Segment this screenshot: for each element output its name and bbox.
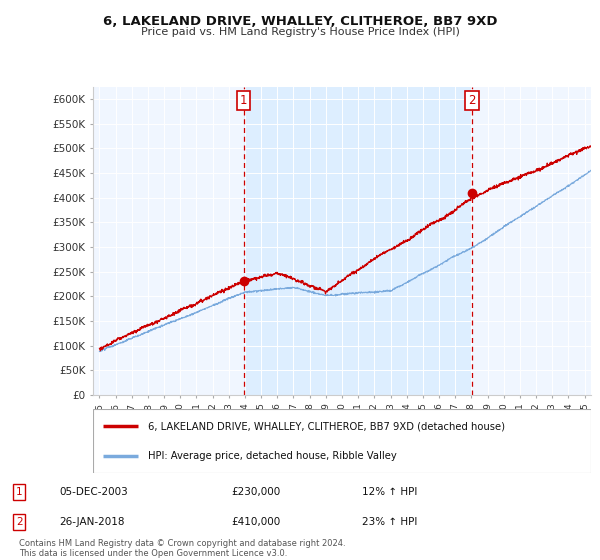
Text: 2: 2	[468, 94, 476, 106]
Text: 12% ↑ HPI: 12% ↑ HPI	[362, 487, 418, 497]
Text: 6, LAKELAND DRIVE, WHALLEY, CLITHEROE, BB7 9XD: 6, LAKELAND DRIVE, WHALLEY, CLITHEROE, B…	[103, 15, 497, 27]
Text: £230,000: £230,000	[232, 487, 281, 497]
FancyBboxPatch shape	[93, 409, 591, 473]
Text: 6, LAKELAND DRIVE, WHALLEY, CLITHEROE, BB7 9XD (detached house): 6, LAKELAND DRIVE, WHALLEY, CLITHEROE, B…	[148, 421, 505, 431]
Text: Price paid vs. HM Land Registry's House Price Index (HPI): Price paid vs. HM Land Registry's House …	[140, 27, 460, 38]
Text: 2: 2	[16, 517, 22, 527]
Text: 1: 1	[16, 487, 22, 497]
Text: 1: 1	[240, 94, 247, 106]
Bar	[244, 87, 472, 395]
Text: 26-JAN-2018: 26-JAN-2018	[59, 517, 125, 527]
Text: 05-DEC-2003: 05-DEC-2003	[59, 487, 128, 497]
Text: £410,000: £410,000	[232, 517, 281, 527]
Text: HPI: Average price, detached house, Ribble Valley: HPI: Average price, detached house, Ribb…	[148, 451, 397, 461]
Text: 23% ↑ HPI: 23% ↑ HPI	[362, 517, 418, 527]
Text: Contains HM Land Registry data © Crown copyright and database right 2024.
This d: Contains HM Land Registry data © Crown c…	[19, 539, 346, 558]
